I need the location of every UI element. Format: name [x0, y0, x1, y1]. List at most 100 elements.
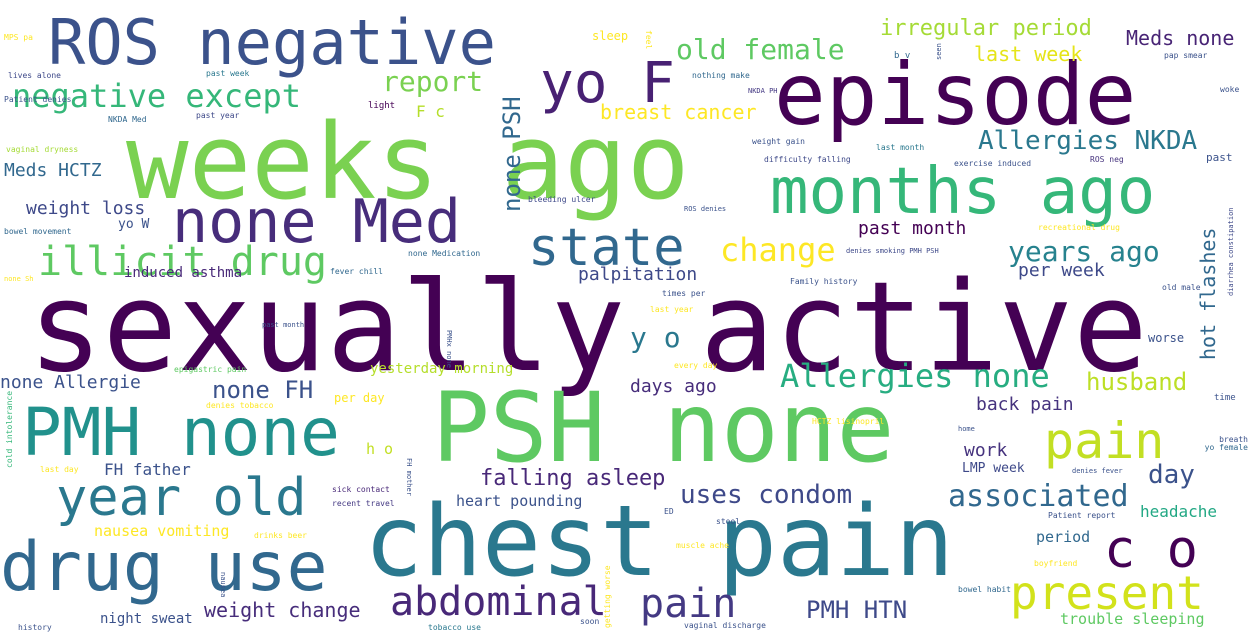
word-old-male: old male: [1162, 283, 1201, 292]
word-c-o: c o: [1104, 520, 1198, 580]
word-denies-tobacco: denies tobacco: [206, 401, 274, 410]
word-negative-except: negative except: [12, 77, 301, 115]
word-getting-worse: getting worse: [603, 565, 612, 628]
word-heart-pounding: heart pounding: [456, 492, 583, 510]
word-associated: associated: [948, 479, 1129, 514]
word-last-week: last week: [974, 42, 1083, 66]
word-sick-contact: sick contact: [332, 485, 390, 494]
word-nothing-make: nothing make: [692, 71, 750, 80]
word-recent-travel: recent travel: [332, 499, 395, 508]
word-uses-condom: uses condom: [680, 480, 853, 510]
word-light: light: [368, 101, 396, 111]
word-old-female: old female: [676, 33, 845, 66]
word-boyfriend: boyfriend: [1034, 559, 1078, 568]
word-sleep: sleep: [592, 29, 629, 43]
word-worse: worse: [1148, 331, 1185, 345]
word-times-per: times per: [662, 289, 706, 298]
word-ed: ED: [664, 507, 674, 516]
word-family-history: Family history: [790, 277, 858, 286]
word-exercise-induced: exercise induced: [954, 159, 1032, 168]
word-fever-chill: fever chill: [330, 267, 383, 276]
word-chest-pain: chest pain: [364, 485, 955, 599]
word-bowel-movement: bowel movement: [4, 227, 72, 236]
word-history: history: [18, 623, 52, 632]
word-yo-w: yo W: [118, 217, 150, 232]
word-epigastric-pain: epigastric pain: [174, 365, 247, 374]
word-home: home: [958, 425, 975, 433]
word-tobacco-use: tobacco use: [428, 623, 481, 632]
word-f-c: F c: [416, 102, 445, 121]
word-woke: woke: [1220, 85, 1240, 94]
word-none-med: none Med: [172, 187, 461, 257]
word-drug-use: drug use: [0, 528, 328, 607]
word-recreational-drug: recreational drug: [1038, 223, 1120, 232]
word-pap-smear: pap smear: [1164, 51, 1208, 60]
word-cold-intolerance: cold intolerance: [5, 390, 14, 468]
word-none-medication: none Medication: [408, 249, 481, 258]
word-breath: breath: [1219, 435, 1248, 444]
word-hot-flashes-vertical: hot flashes: [1196, 227, 1220, 360]
word-yesterday-morning: yesterday morning: [370, 361, 514, 377]
word-pain-bottom: pain: [640, 581, 737, 627]
word-ros-negative: ROS negative: [48, 6, 496, 79]
word-years-ago: years ago: [1008, 235, 1160, 268]
word-breast-cancer: breast cancer: [600, 100, 757, 124]
word-per-week: per week: [1018, 260, 1105, 281]
word-pain-right: pain: [1044, 412, 1165, 470]
word-induced-asthma: induced asthma: [124, 265, 243, 281]
word-feel: feel: [644, 30, 653, 50]
word-days-ago: days ago: [630, 376, 717, 397]
word-day: day: [1148, 460, 1195, 490]
word-none-sh: none Sh: [4, 275, 34, 283]
word-every-day: every day: [674, 361, 718, 370]
word-meds-hctz: Meds HCTZ: [4, 160, 102, 181]
word-pmh-htn: PMH HTN: [806, 596, 908, 624]
word-year-old: year old: [56, 468, 307, 528]
word-weight-change: weight change: [204, 598, 361, 622]
word-mps-pa: MPS pa: [4, 33, 33, 42]
word-vaginal-discharge: vaginal discharge: [684, 621, 766, 630]
word-last-month: last month: [876, 143, 925, 152]
word-ros-denies: ROS denies: [684, 205, 727, 213]
word-episode: episode: [774, 45, 1137, 145]
word-weight-loss: weight loss: [26, 198, 146, 219]
word-irregular-period: irregular period: [880, 16, 1092, 41]
word-falling-asleep: falling asleep: [480, 466, 666, 491]
word-state: state: [528, 218, 685, 278]
word-illicit-drug: illicit drug: [38, 239, 327, 285]
word-past-month-small: past month: [262, 321, 305, 329]
word-allergies-nkda: Allergies NKDA: [978, 126, 1198, 156]
word-psh-none: PSH none: [432, 372, 895, 484]
word-last-day: last day: [40, 465, 79, 474]
word-yo-f: yo F: [540, 51, 675, 116]
word-denies-smoking: denies smoking PMH PSH: [846, 247, 939, 255]
word-none-psh-vertical: none PSH: [498, 96, 526, 212]
word-present: present: [1010, 566, 1204, 620]
word-lmp-week: LMP week: [962, 461, 1025, 476]
word-months-ago: months ago: [770, 155, 1156, 229]
word-change: change: [720, 231, 836, 269]
word-h-o: h o: [366, 440, 394, 458]
word-bleeding-ulcer: bleeding ulcer: [528, 195, 596, 204]
word-fh-mother: FH mother: [405, 458, 413, 496]
word-past-month: past month: [858, 218, 967, 239]
word-weeks-ago: weeks ago: [126, 101, 690, 223]
word-allergies-none: Allergies none: [780, 357, 1050, 395]
word-husband: husband: [1086, 368, 1188, 396]
word-diarrhea-constipation: diarrhea constipation: [1227, 207, 1235, 296]
word-drinks-beer: drinks beer: [254, 531, 307, 540]
word-meds-none: Meds none: [1126, 26, 1235, 50]
word-pmhx-none: PMHx none: [445, 330, 453, 368]
word-work: work: [964, 440, 1008, 461]
word-period: period: [1036, 528, 1091, 546]
word-bowel-habit: bowel habit: [958, 585, 1011, 594]
word-patient-denies: Patient denies: [4, 95, 72, 104]
word-headache: headache: [1140, 502, 1218, 521]
word-stool: stool: [716, 517, 741, 526]
word-abdominal: abdominal: [390, 579, 607, 625]
word-yo-female: yo female: [1204, 443, 1248, 452]
word-weight-gain: weight gain: [752, 137, 805, 146]
word-vaginal-dryness: vaginal dryness: [6, 145, 79, 154]
word-nausea: nausea: [219, 572, 227, 598]
